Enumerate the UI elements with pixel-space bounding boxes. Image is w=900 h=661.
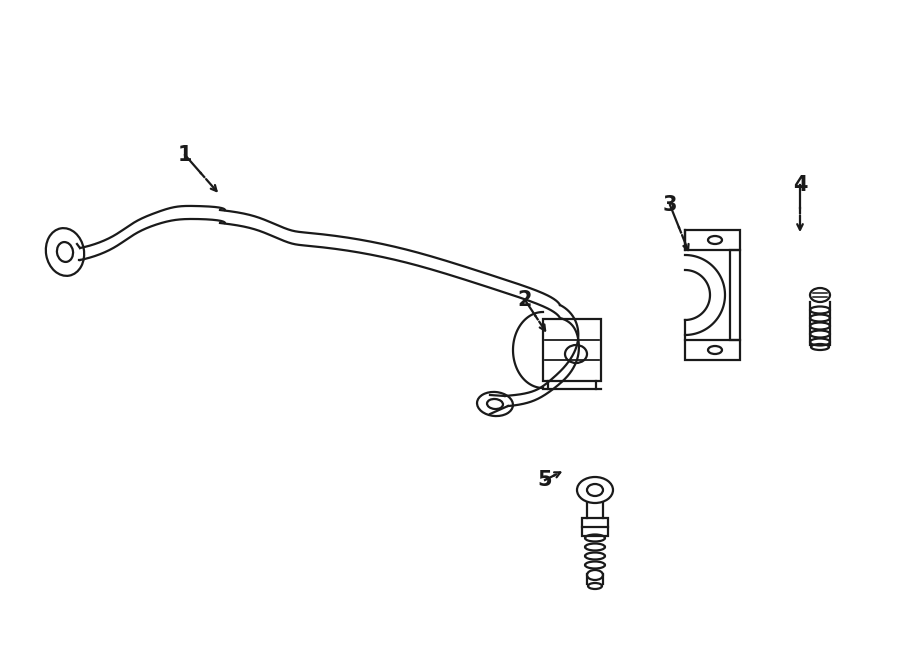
- Bar: [685, 230, 740, 250]
- Text: 3: 3: [662, 195, 677, 215]
- Bar: [730, 250, 740, 340]
- Text: 2: 2: [518, 290, 532, 310]
- Text: 4: 4: [793, 175, 807, 195]
- Text: 5: 5: [537, 470, 553, 490]
- Bar: [685, 340, 740, 360]
- Bar: [543, 319, 601, 381]
- Text: 1: 1: [178, 145, 193, 165]
- Bar: [582, 518, 608, 536]
